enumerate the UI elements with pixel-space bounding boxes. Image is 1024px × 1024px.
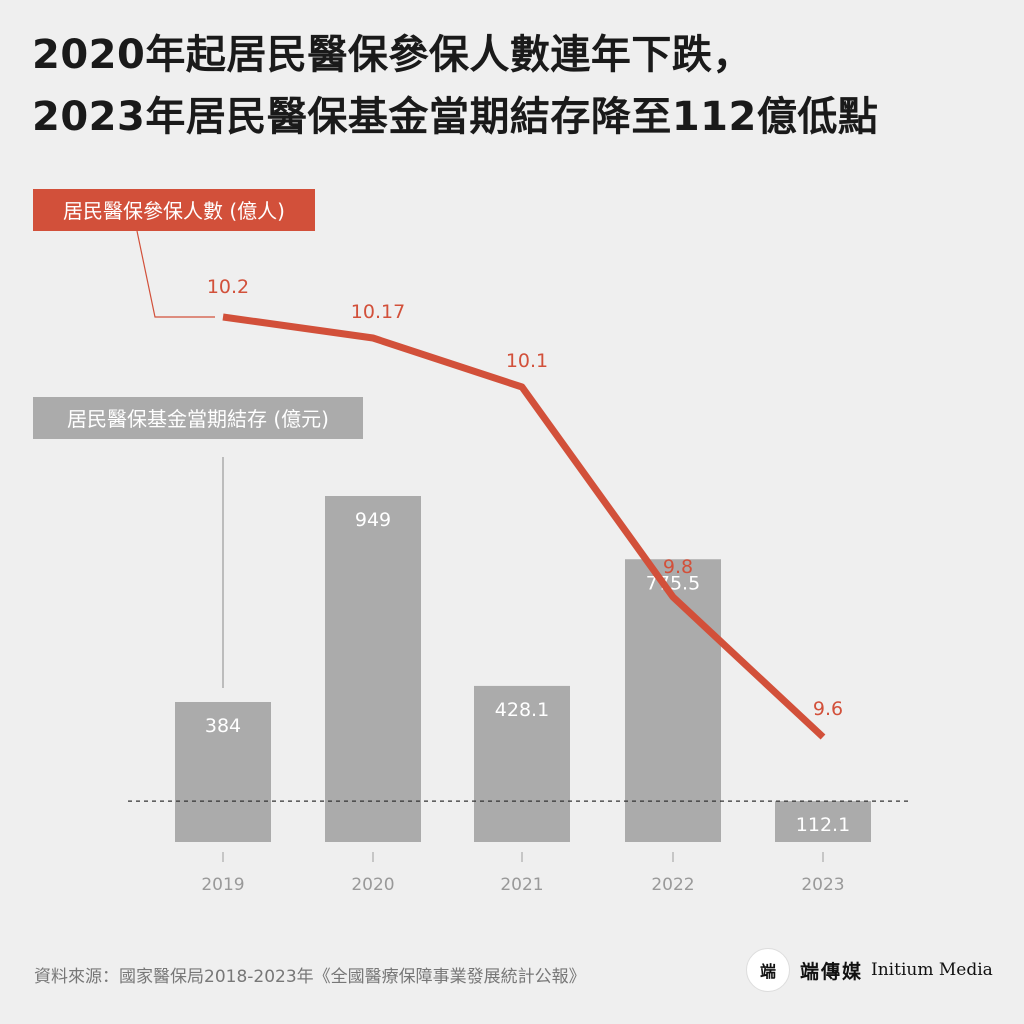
line-value-label-2022: 9.8	[663, 556, 693, 578]
line-value-label-2023: 9.6	[813, 698, 843, 720]
chart-title: 2020年起居民醫保參保人數連年下跌， 2023年居民醫保基金當期結存降至112…	[32, 24, 1002, 148]
line-legend-leader	[136, 230, 215, 318]
x-tick-label-2023: 2023	[801, 875, 844, 895]
bar-2023	[775, 801, 871, 842]
bar-value-label-2019: 384	[205, 715, 241, 737]
x-tick-label-2021: 2021	[500, 875, 543, 895]
line-value-label-2021: 10.1	[506, 350, 548, 372]
line-value-label-2019: 10.2	[207, 276, 249, 298]
bar-value-label-2020: 949	[355, 509, 391, 531]
bar-legend-label: 居民醫保基金當期結存 (億元)	[67, 407, 329, 431]
x-tick-label-2019: 2019	[201, 875, 244, 895]
x-tick-label-2020: 2020	[351, 875, 394, 895]
bar-2019	[175, 701, 271, 842]
source-note: 資料來源：國家醫保局2018-2023年《全國醫療保障事業發展統計公報》	[34, 967, 586, 987]
bar-value-label-2021: 428.1	[495, 699, 549, 721]
bar-2022	[625, 559, 721, 842]
bar-value-label-2023: 112.1	[796, 814, 850, 836]
bar-2020	[325, 496, 421, 842]
line-value-label-2020: 10.17	[351, 301, 405, 323]
line-series-participants	[222, 313, 826, 740]
bar-2021	[474, 685, 570, 842]
publisher-logo: 端 端傳媒 Initium Media	[746, 948, 993, 992]
line-legend-label: 居民醫保參保人數 (億人)	[63, 199, 285, 223]
logo-icon: 端	[746, 948, 790, 992]
bar-legend-box	[33, 397, 363, 439]
x-tick-label-2022: 2022	[651, 875, 694, 895]
logo-english-name: Initium Media	[871, 960, 993, 980]
title-line-1: 2020年起居民醫保參保人數連年下跌，	[32, 32, 753, 78]
logo-chinese-name: 端傳媒	[800, 960, 864, 983]
title-line-2: 2023年居民醫保基金當期結存降至112億低點	[32, 94, 879, 140]
line-legend-box	[33, 189, 315, 231]
